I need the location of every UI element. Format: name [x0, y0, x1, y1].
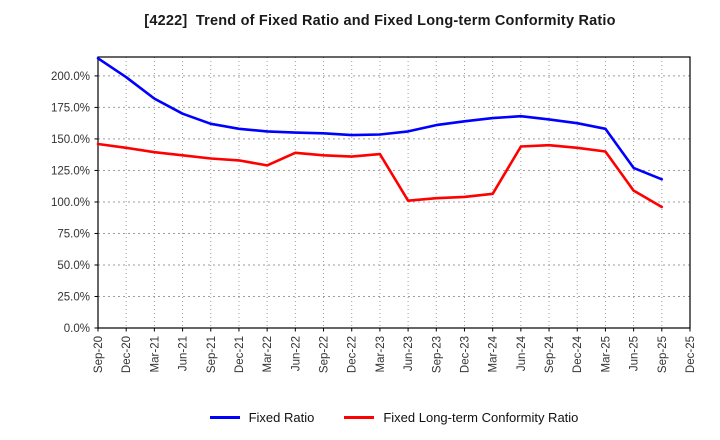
svg-text:150.0%: 150.0%: [51, 134, 90, 146]
x-axis-labels: Sep-20 Dec-20 Mar-21 Jun-21 Sep-21 Dec-21 Mar-…: [93, 335, 697, 373]
legend-label-fixed-ratio: Fixed Ratio: [248, 409, 315, 425]
svg-text:Sep-22: Sep-22: [319, 336, 331, 373]
svg-text:Mar-21: Mar-21: [149, 336, 161, 372]
legend-label-fixed-lt-conformity: Fixed Long-term Conformity Ratio: [383, 409, 579, 425]
svg-text:Jun-21: Jun-21: [178, 336, 190, 371]
svg-text:Mar-22: Mar-22: [262, 336, 274, 372]
svg-text:Dec-23: Dec-23: [459, 336, 471, 373]
svg-text:25.0%: 25.0%: [57, 292, 90, 304]
svg-text:Dec-20: Dec-20: [121, 336, 133, 373]
svg-text:100.0%: 100.0%: [51, 197, 90, 209]
svg-text:Dec-22: Dec-22: [347, 336, 359, 373]
svg-text:Sep-24: Sep-24: [544, 335, 556, 373]
svg-text:Jun-24: Jun-24: [516, 335, 528, 371]
svg-text:Jun-22: Jun-22: [290, 336, 302, 371]
chart-legend: Fixed Ratio Fixed Long-term Conformity R…: [98, 404, 690, 430]
svg-text:Mar-23: Mar-23: [375, 336, 387, 372]
fixed-ratio-line-icon: [209, 415, 240, 419]
svg-text:125.0%: 125.0%: [51, 166, 90, 178]
svg-text:75.0%: 75.0%: [57, 229, 90, 241]
svg-text:Mar-24: Mar-24: [488, 335, 500, 372]
y-axis-labels: 0.0% 25.0% 50.0% 75.0% 100.0% 125.0% 150.0% 175…: [51, 71, 90, 335]
svg-text:Sep-23: Sep-23: [431, 336, 443, 373]
legend-item-fixed-ratio: Fixed Ratio: [209, 409, 315, 425]
legend-item-fixed-lt-conformity: Fixed Long-term Conformity Ratio: [344, 410, 578, 425]
svg-text:Dec-21: Dec-21: [234, 336, 246, 373]
svg-text:Sep-20: Sep-20: [93, 336, 105, 373]
svg-text:Dec-25: Dec-25: [685, 336, 697, 373]
svg-text:Jun-23: Jun-23: [403, 336, 415, 371]
fixed-lt-conformity-line-icon: [344, 415, 375, 419]
chart-title: [4222] Trend of Fixed Ratio and Fixed Lo…: [144, 13, 616, 29]
svg-text:175.0%: 175.0%: [51, 103, 90, 115]
gridlines: [97, 57, 691, 328]
svg-text:Jun-25: Jun-25: [629, 336, 641, 371]
svg-text:Sep-21: Sep-21: [206, 336, 218, 373]
svg-text:Sep-25: Sep-25: [657, 336, 669, 373]
plot-border: [97, 56, 691, 329]
series-lines: [96, 56, 664, 209]
svg-text:200.0%: 200.0%: [51, 71, 90, 83]
svg-text:Mar-25: Mar-25: [600, 336, 612, 372]
svg-text:Dec-24: Dec-24: [572, 335, 584, 373]
svg-text:0.0%: 0.0%: [64, 323, 90, 335]
svg-text:50.0%: 50.0%: [57, 260, 90, 272]
